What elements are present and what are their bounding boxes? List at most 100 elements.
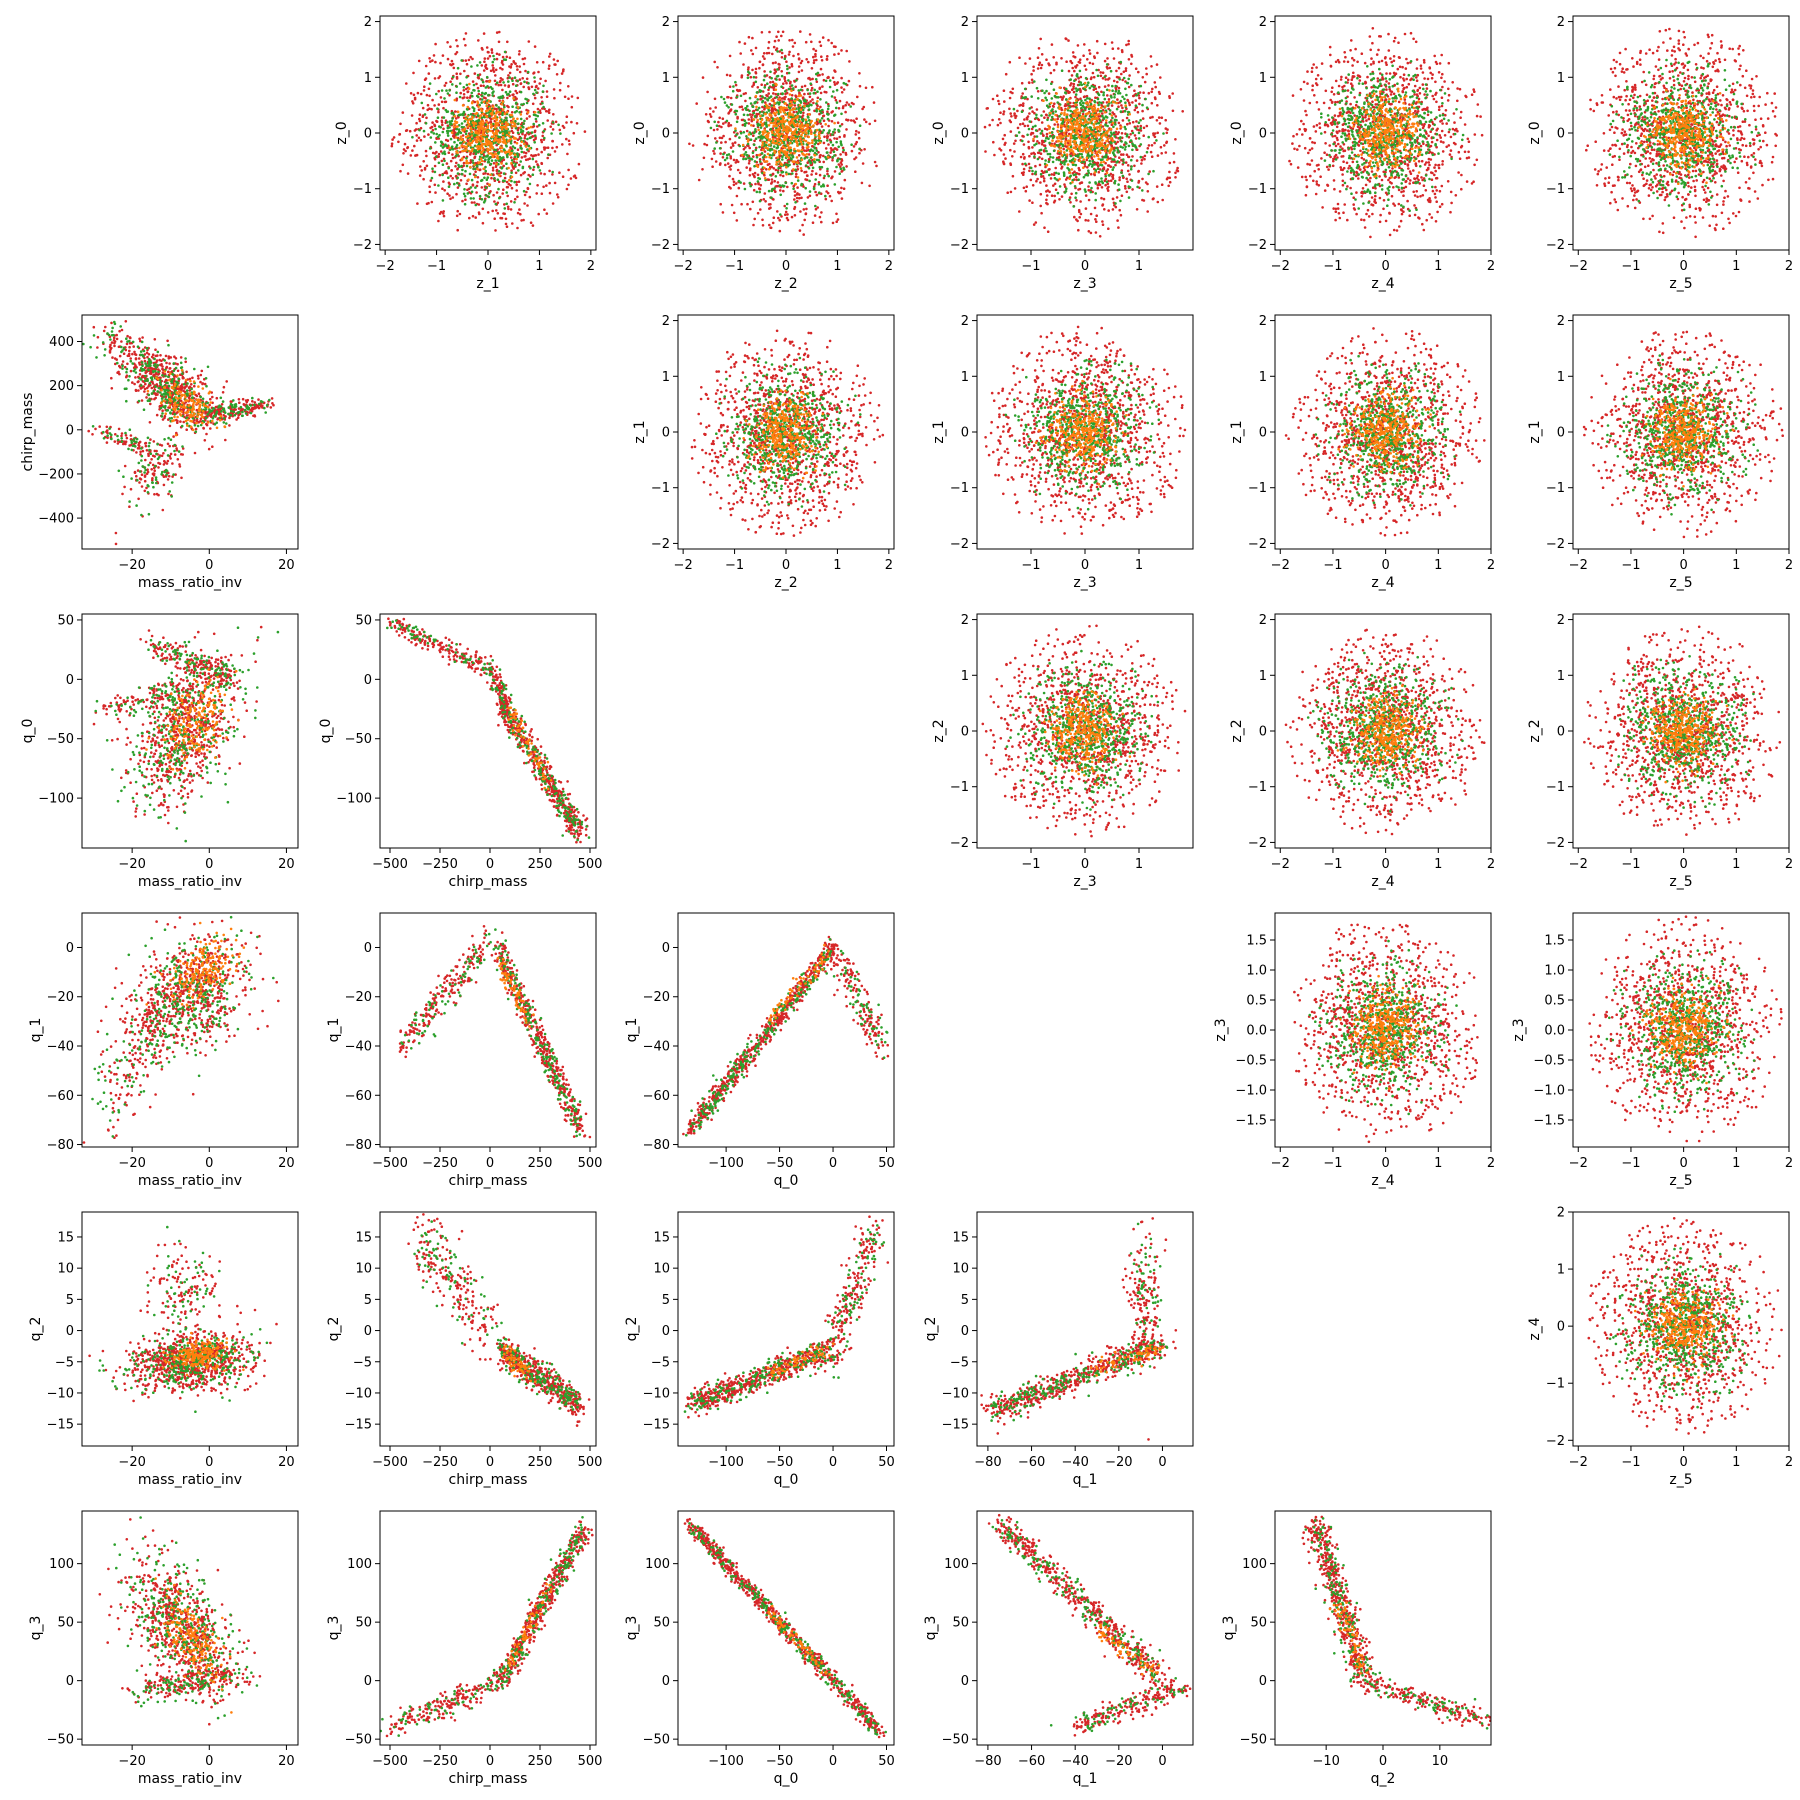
point <box>1117 89 1121 93</box>
point <box>548 64 551 67</box>
point <box>513 146 517 150</box>
point <box>781 92 784 96</box>
point <box>804 212 808 216</box>
point <box>835 101 839 104</box>
point <box>416 202 419 205</box>
point <box>1031 172 1034 176</box>
point <box>804 186 807 190</box>
point <box>500 162 503 165</box>
point <box>1087 185 1090 188</box>
point <box>763 70 766 73</box>
point <box>1103 208 1106 211</box>
point <box>769 121 773 125</box>
point <box>753 101 757 104</box>
point <box>991 118 994 122</box>
point <box>726 95 729 99</box>
point <box>746 113 749 117</box>
point <box>831 156 834 159</box>
point <box>752 111 756 115</box>
point <box>744 99 747 103</box>
point <box>514 119 517 123</box>
point <box>526 111 530 114</box>
point <box>790 119 794 123</box>
point <box>862 105 866 109</box>
point <box>1038 163 1042 167</box>
point <box>826 184 829 187</box>
point <box>458 95 462 99</box>
point <box>534 117 538 121</box>
point <box>844 82 848 86</box>
point <box>1126 99 1130 102</box>
point <box>484 114 488 118</box>
x-axis-label: z_2 <box>774 276 797 292</box>
point <box>1147 144 1151 147</box>
point <box>835 137 839 140</box>
point <box>472 107 476 110</box>
point <box>459 135 463 138</box>
point <box>546 156 549 160</box>
point <box>527 82 530 85</box>
point <box>503 112 507 116</box>
point <box>993 153 996 157</box>
point <box>426 103 430 107</box>
point <box>757 128 760 132</box>
point <box>834 106 838 110</box>
point <box>523 136 527 140</box>
point <box>433 158 437 161</box>
point <box>795 156 799 159</box>
point <box>465 164 469 168</box>
point <box>1102 197 1106 201</box>
point <box>477 92 481 96</box>
point <box>733 141 737 144</box>
point <box>452 134 455 138</box>
point <box>1111 177 1115 180</box>
point <box>1146 147 1150 150</box>
point <box>423 78 427 81</box>
point <box>1086 166 1089 169</box>
point <box>456 110 460 114</box>
point <box>723 101 727 104</box>
point <box>475 191 478 194</box>
point <box>507 80 510 83</box>
point <box>491 117 495 120</box>
point <box>857 136 861 140</box>
point <box>799 130 802 133</box>
point <box>793 160 796 163</box>
point <box>814 178 817 181</box>
point <box>464 135 468 139</box>
point <box>740 105 744 108</box>
point <box>460 125 464 129</box>
point <box>1134 137 1138 140</box>
point <box>482 156 485 159</box>
point <box>451 196 455 199</box>
point <box>489 148 492 151</box>
point <box>767 51 771 55</box>
point <box>531 155 535 158</box>
point <box>502 188 505 191</box>
point <box>494 114 497 118</box>
point <box>728 137 732 141</box>
point <box>472 109 476 113</box>
point <box>1060 165 1064 169</box>
point <box>819 44 823 47</box>
point <box>464 169 467 173</box>
point <box>510 186 514 190</box>
point <box>489 173 492 177</box>
point <box>826 117 830 121</box>
point <box>475 150 478 154</box>
point <box>716 128 719 131</box>
point <box>797 149 801 153</box>
point <box>1064 137 1068 140</box>
point <box>1146 190 1150 193</box>
point <box>491 169 495 172</box>
point <box>493 58 496 61</box>
point <box>1096 183 1100 187</box>
point <box>817 158 820 162</box>
point <box>476 135 480 138</box>
point <box>789 100 793 104</box>
point <box>1168 95 1171 98</box>
point <box>1101 71 1105 74</box>
point <box>567 97 570 100</box>
point <box>1026 97 1029 101</box>
point <box>818 128 821 132</box>
